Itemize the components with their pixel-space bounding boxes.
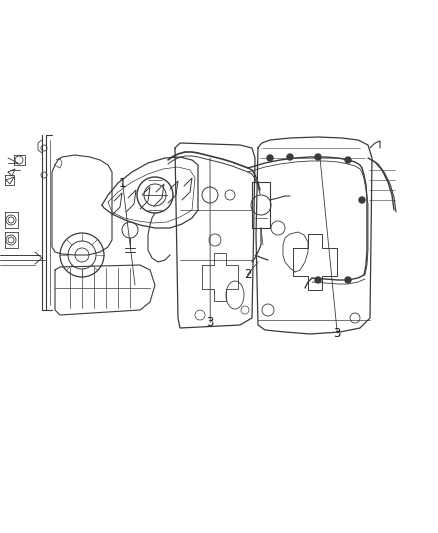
Circle shape (287, 154, 293, 160)
Text: 2: 2 (244, 268, 251, 281)
Circle shape (315, 277, 321, 283)
Text: 1: 1 (119, 177, 127, 190)
Circle shape (345, 157, 351, 163)
Text: 3: 3 (207, 316, 214, 329)
Circle shape (267, 155, 273, 161)
Circle shape (359, 197, 365, 203)
Circle shape (345, 277, 351, 283)
Text: 3: 3 (334, 327, 341, 340)
Circle shape (315, 154, 321, 160)
